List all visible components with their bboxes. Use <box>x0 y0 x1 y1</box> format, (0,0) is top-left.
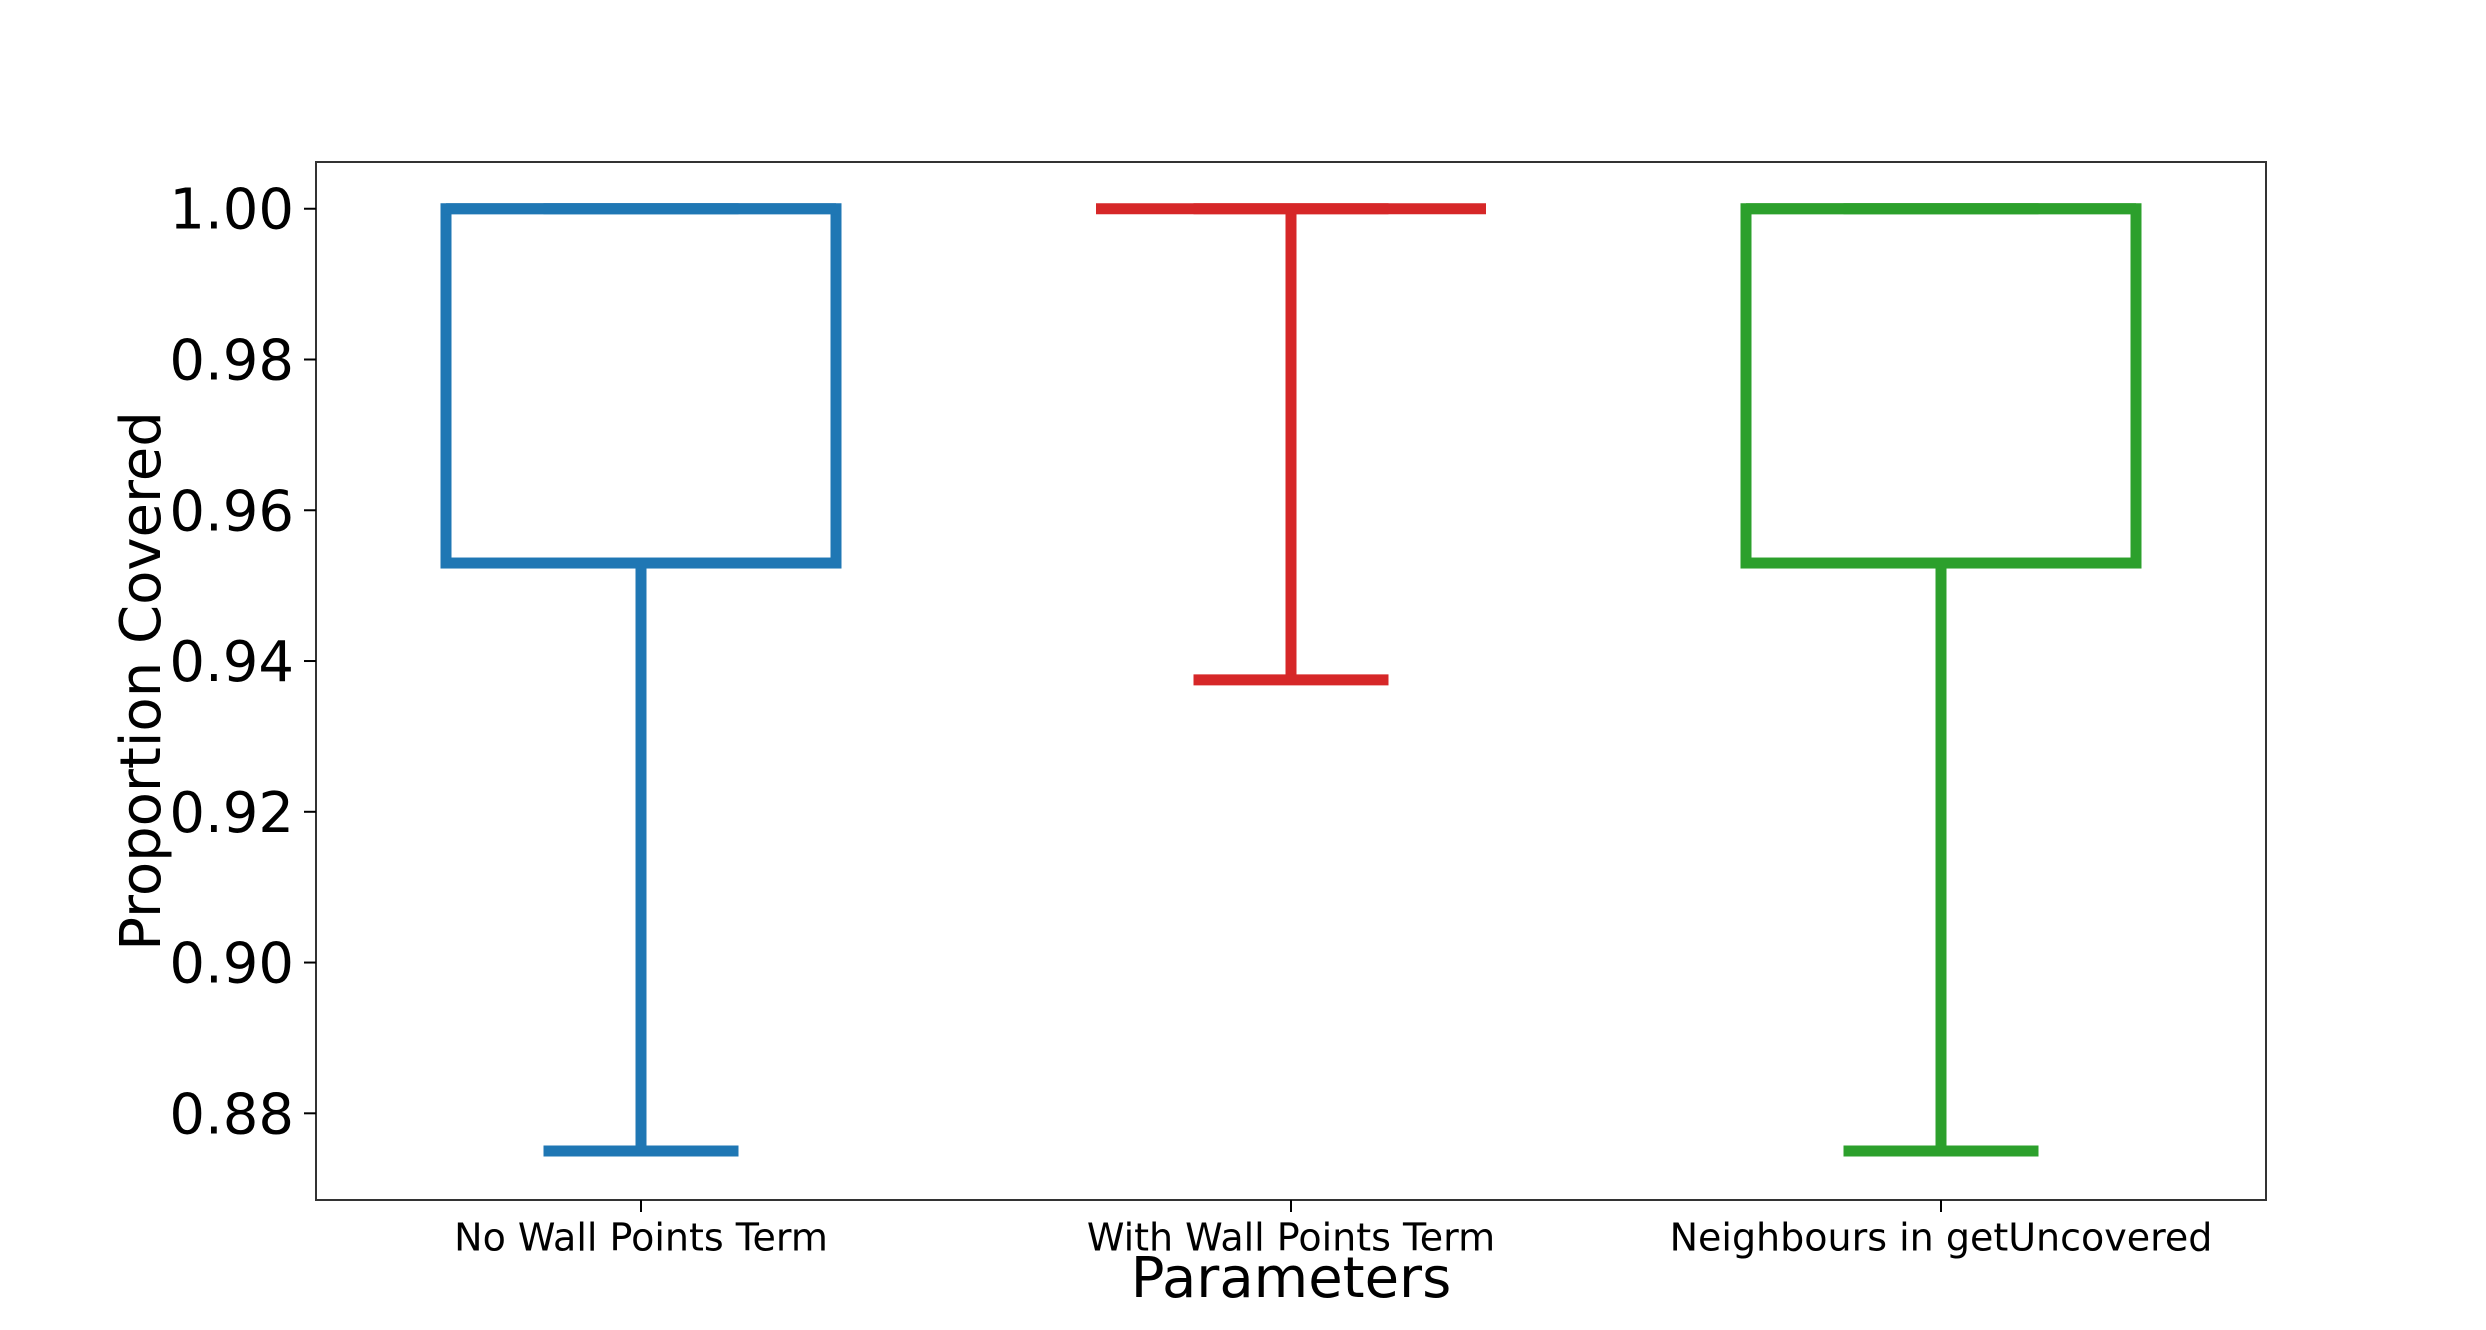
y-axis: 0.88 0.90 0.92 0.94 0.96 0.98 1.00 <box>169 178 316 1147</box>
x-tick-label: With Wall Points Term <box>1087 1216 1495 1260</box>
y-tick-label: 0.98 <box>169 328 294 393</box>
box-2 <box>1096 203 1486 686</box>
boxes-layer <box>440 203 2142 1157</box>
y-tick-label: 0.96 <box>169 479 294 544</box>
y-tick-label: 0.90 <box>169 932 294 997</box>
y-tick-label: 0.88 <box>169 1082 294 1147</box>
x-axis: No Wall Points Term With Wall Points Term… <box>454 1200 2212 1260</box>
y-axis-title: Proportion Covered <box>109 411 174 951</box>
box-1 <box>440 203 842 1157</box>
y-tick-label: 1.00 <box>169 178 294 243</box>
x-tick-label: No Wall Points Term <box>454 1216 828 1260</box>
box-3 <box>1740 203 2142 1157</box>
x-axis-title: Parameters <box>1131 1246 1452 1311</box>
x-tick-label: Neighbours in getUncovered <box>1670 1216 2213 1260</box>
y-tick-label: 0.92 <box>169 781 294 846</box>
y-tick-label: 0.94 <box>169 630 294 695</box>
